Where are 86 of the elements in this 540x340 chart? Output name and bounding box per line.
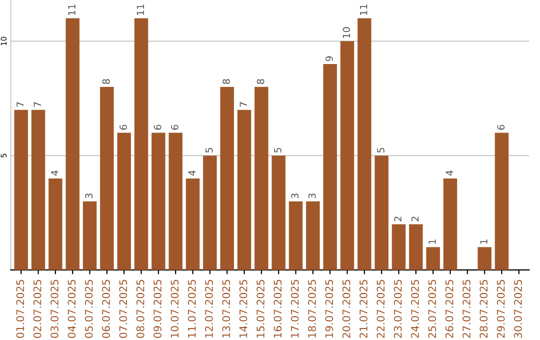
bar <box>31 110 46 270</box>
bar <box>340 41 354 270</box>
data-label: 5 <box>274 148 282 153</box>
bar <box>392 224 406 270</box>
bar <box>100 86 114 270</box>
bar <box>478 247 492 270</box>
data-label: 11 <box>360 4 368 15</box>
bar <box>272 156 286 270</box>
x-tick-label: 07.07.2025 <box>119 280 128 338</box>
x-tick-label: 06.07.2025 <box>102 280 110 338</box>
x-tick-label: 09.07.2025 <box>154 280 162 338</box>
bar <box>14 110 28 270</box>
x-tick-label: 26.07.2025 <box>445 280 454 338</box>
bar <box>203 156 217 270</box>
bar <box>168 132 182 270</box>
x-tick-label: 18.07.2025 <box>308 280 316 338</box>
bar <box>220 86 234 270</box>
data-label: 5 <box>206 148 213 153</box>
x-tick-label: 03.07.2025 <box>50 280 58 338</box>
data-label: 8 <box>102 79 110 84</box>
x-tick-label: 29.07.2025 <box>496 280 505 338</box>
data-label: 8 <box>222 79 230 84</box>
data-label: 5 <box>377 148 384 153</box>
bar <box>237 110 252 270</box>
data-label: 6 <box>154 124 162 130</box>
data-label: 8 <box>256 79 264 84</box>
x-tick-label: 13.07.2025 <box>222 280 230 338</box>
x-tick-label: 20.07.2025 <box>342 280 350 338</box>
data-label: 4 <box>188 170 196 176</box>
bar <box>82 201 97 270</box>
bar <box>288 201 303 270</box>
data-label: 11 <box>68 4 76 15</box>
data-label: 11 <box>136 4 144 15</box>
data-label: 4 <box>51 170 58 176</box>
x-tick-label: 25.07.2025 <box>428 280 436 338</box>
x-tick-label: 04.07.2025 <box>68 280 76 338</box>
bar <box>358 18 372 270</box>
data-label: 6 <box>120 124 127 130</box>
x-tick-label: 11.07.2025 <box>188 280 196 338</box>
x-tick-label: 16.07.2025 <box>274 280 282 338</box>
bar <box>306 201 320 270</box>
bar <box>186 178 200 270</box>
data-label: 3 <box>85 194 93 198</box>
bar <box>66 18 80 270</box>
bar <box>48 178 62 270</box>
data-label: 1 <box>428 240 436 244</box>
bar <box>374 156 388 270</box>
bar <box>494 132 509 270</box>
bar <box>323 64 337 270</box>
x-tick-label: 21.07.2025 <box>360 280 368 338</box>
x-tick-label: 19.07.2025 <box>325 280 334 338</box>
x-tick-label: 24.07.2025 <box>411 280 419 338</box>
bar <box>426 247 440 270</box>
x-tick-label: 05.07.2025 <box>84 280 93 338</box>
data-label: 7 <box>34 102 41 107</box>
data-label: 4 <box>446 170 453 176</box>
x-tick-label: 12.07.2025 <box>205 280 213 338</box>
x-tick-label: 27.07.2025 <box>462 280 470 338</box>
data-label: 7 <box>240 102 247 107</box>
data-label: 1 <box>480 240 488 244</box>
bar <box>409 224 423 270</box>
bar <box>134 18 148 270</box>
bar <box>152 132 166 270</box>
x-tick-label: 02.07.2025 <box>33 280 42 338</box>
bar <box>254 86 268 270</box>
data-label: 9 <box>326 56 333 62</box>
data-label: 2 <box>394 216 402 222</box>
data-label: 3 <box>308 194 316 198</box>
x-tick-label: 28.07.2025 <box>480 280 488 338</box>
data-label: 7 <box>16 102 24 107</box>
data-label: 6 <box>497 124 505 130</box>
data-label: 2 <box>411 216 419 222</box>
x-tick-label: 01.07.2025 <box>16 280 24 338</box>
data-label: 10 <box>342 27 350 38</box>
x-tick-label: 14.07.2025 <box>239 280 248 338</box>
x-tick-label: 30.07.2025 <box>514 280 522 338</box>
x-tick-label: 17.07.2025 <box>290 280 299 338</box>
data-label: 6 <box>171 124 178 130</box>
x-tick-label: 23.07.2025 <box>394 280 402 338</box>
bar <box>443 178 458 270</box>
x-tick-label: 08.07.2025 <box>136 280 144 338</box>
x-tick-label: 22.07.2025 <box>376 280 385 338</box>
bar <box>117 132 131 270</box>
x-tick-label: 10.07.2025 <box>170 280 179 338</box>
data-label: 3 <box>291 194 299 198</box>
x-tick-label: 15.07.2025 <box>256 280 264 338</box>
